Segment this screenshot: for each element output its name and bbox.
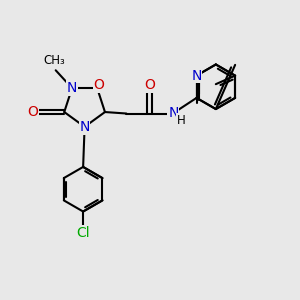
Text: N: N <box>191 69 202 82</box>
Text: N: N <box>168 106 178 120</box>
Text: N: N <box>80 120 90 134</box>
Text: O: O <box>27 105 38 119</box>
Text: O: O <box>93 78 104 92</box>
Text: CH₃: CH₃ <box>43 54 65 67</box>
Text: O: O <box>144 78 155 92</box>
Text: H: H <box>177 114 185 127</box>
Text: N: N <box>67 81 77 95</box>
Text: Cl: Cl <box>76 226 90 240</box>
